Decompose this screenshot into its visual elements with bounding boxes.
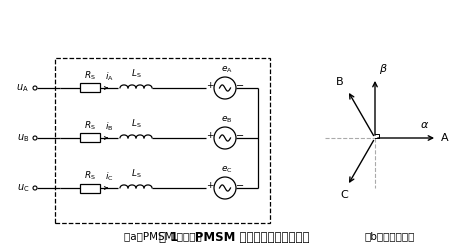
Text: A: A [441, 133, 449, 143]
Text: −: − [236, 181, 244, 191]
Text: +: + [206, 182, 214, 191]
Text: B: B [336, 77, 344, 87]
Text: $\alpha$: $\alpha$ [420, 120, 430, 130]
Text: $e_\mathrm{B}$: $e_\mathrm{B}$ [221, 114, 233, 125]
Text: $e_\mathrm{C}$: $e_\mathrm{C}$ [221, 165, 233, 175]
Text: +: + [206, 131, 214, 140]
Bar [80, 183, 100, 192]
Circle shape [214, 127, 236, 149]
Bar [55, 58, 270, 223]
Text: $u_\mathrm{B}$: $u_\mathrm{B}$ [17, 132, 29, 144]
Text: −: − [236, 131, 244, 141]
Text: −: − [236, 81, 244, 91]
Text: $L_\mathrm{S}$: $L_\mathrm{S}$ [131, 68, 141, 80]
Text: $L_\mathrm{S}$: $L_\mathrm{S}$ [131, 167, 141, 180]
Text: $R_\mathrm{S}$: $R_\mathrm{S}$ [84, 169, 96, 182]
Circle shape [214, 177, 236, 199]
Text: 图 1    PMSM 等效电路和空间矢量图: 图 1 PMSM 等效电路和空间矢量图 [159, 231, 309, 243]
Text: +: + [206, 81, 214, 90]
Text: （b）空间矢量图: （b）空间矢量图 [365, 231, 415, 241]
Text: $u_\mathrm{C}$: $u_\mathrm{C}$ [16, 182, 29, 194]
Text: $e_\mathrm{A}$: $e_\mathrm{A}$ [221, 64, 233, 75]
Bar [80, 84, 100, 93]
Text: （a）PMSM 等效电路: （a）PMSM 等效电路 [124, 231, 201, 241]
Text: $u_\mathrm{A}$: $u_\mathrm{A}$ [16, 82, 29, 94]
Text: $\beta$: $\beta$ [379, 62, 388, 76]
Text: $i_\mathrm{C}$: $i_\mathrm{C}$ [105, 171, 113, 183]
Bar [80, 133, 100, 142]
Text: $i_\mathrm{B}$: $i_\mathrm{B}$ [105, 121, 113, 133]
Text: $R_\mathrm{S}$: $R_\mathrm{S}$ [84, 69, 96, 81]
Circle shape [214, 77, 236, 99]
Text: $i_\mathrm{A}$: $i_\mathrm{A}$ [104, 70, 113, 83]
Text: $L_\mathrm{S}$: $L_\mathrm{S}$ [131, 118, 141, 130]
Text: C: C [341, 190, 348, 200]
Text: $R_\mathrm{S}$: $R_\mathrm{S}$ [84, 119, 96, 131]
